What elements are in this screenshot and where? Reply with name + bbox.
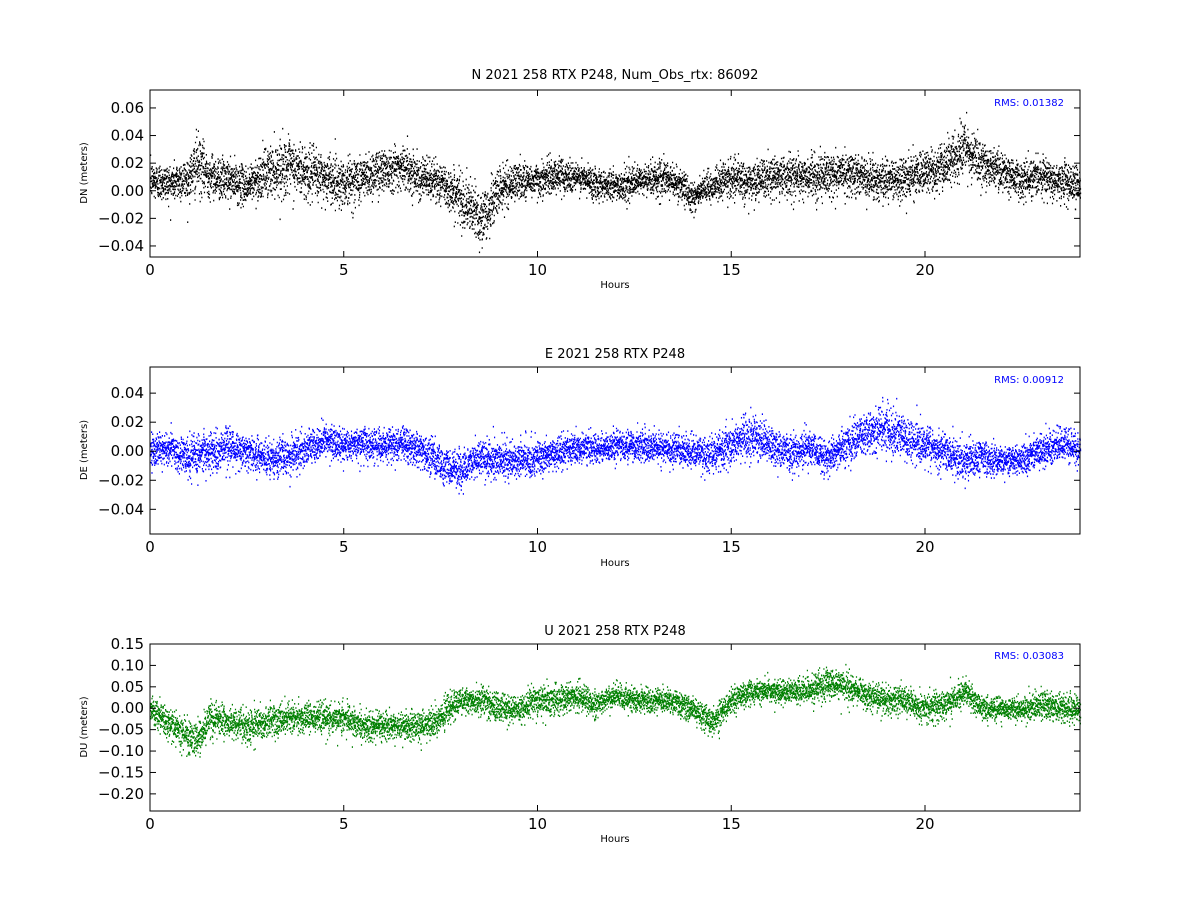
ytick-label: 0.02: [111, 154, 144, 172]
panel-n-xlabel: Hours: [600, 280, 629, 291]
ytick-label: −0.02: [98, 471, 144, 489]
ytick-label: 0.02: [111, 413, 144, 431]
panel-e-plot-frame: [149, 366, 1081, 535]
xtick-label: 5: [339, 815, 349, 833]
xtick-label: 0: [145, 261, 155, 279]
ytick-label: 0.04: [111, 127, 144, 145]
panel-u-title: U 2021 258 RTX P248: [544, 624, 686, 639]
ytick-label: −0.10: [98, 742, 144, 760]
panel-e-rms-label: RMS: 0.00912: [994, 375, 1064, 386]
panel-u-xticks: 0 5 10 15 20: [145, 644, 935, 833]
panel-n: N 2021 258 RTX P248, Num_Obs_rtx: 86092 …: [79, 68, 1082, 291]
panel-n-plot-frame: [149, 89, 1081, 258]
ytick-label: −0.20: [98, 785, 144, 803]
panel-n-scatter: [150, 111, 1082, 254]
ytick-label: −0.15: [98, 763, 144, 781]
panel-u-plot-frame: [149, 643, 1081, 812]
ytick-label: −0.02: [98, 209, 144, 227]
ytick-label: 0.06: [111, 99, 144, 117]
xtick-label: 10: [528, 261, 547, 279]
ytick-label: 0.10: [111, 656, 144, 674]
panel-u-xlabel: Hours: [600, 834, 629, 845]
xtick-label: 15: [722, 538, 741, 556]
panel-e-scatter: [150, 396, 1082, 495]
ytick-label: −0.04: [98, 500, 144, 518]
xtick-label: 5: [339, 261, 349, 279]
panel-u-scatter: [150, 663, 1082, 758]
panel-e-yticks: −0.04 −0.02 0.00 0.02 0.04: [98, 384, 1080, 518]
xtick-label: 5: [339, 538, 349, 556]
panel-u: U 2021 258 RTX P248 −0.20 −0.15 −0.10 −0.05…: [79, 624, 1082, 845]
panel-e-xlabel: Hours: [600, 558, 629, 569]
ytick-label: 0.00: [111, 182, 144, 200]
panel-n-yticks: −0.04 −0.02 0.00 0.02 0.04 0.06: [98, 99, 1080, 255]
panel-e: E 2021 258 RTX P248 −0.04 −0.02 0.00 0.02 0.…: [79, 347, 1082, 569]
xtick-label: 0: [145, 815, 155, 833]
ytick-label: −0.04: [98, 237, 144, 255]
xtick-label: 15: [722, 261, 741, 279]
panel-e-title: E 2021 258 RTX P248: [545, 347, 685, 362]
panel-u-yticks: −0.20 −0.15 −0.10 −0.05 0.00 0.05 0.10 0.15: [98, 635, 1080, 803]
ytick-label: 0.04: [111, 384, 144, 402]
xtick-label: 10: [528, 815, 547, 833]
panel-n-xticks: 0 5 10 15 20: [145, 90, 935, 279]
ytick-label: 0.15: [111, 635, 144, 653]
panel-u-rms-label: RMS: 0.03083: [994, 651, 1064, 662]
xtick-label: 0: [145, 538, 155, 556]
panel-n-ylabel: DN (meters): [79, 142, 90, 204]
panel-n-title: N 2021 258 RTX P248, Num_Obs_rtx: 86092: [472, 68, 759, 83]
xtick-label: 20: [915, 538, 934, 556]
scatter-points-n: [150, 111, 1082, 254]
ytick-label: 0.00: [111, 699, 144, 717]
panel-e-xticks: 0 5 10 15 20: [145, 367, 935, 556]
xtick-label: 20: [915, 815, 934, 833]
panel-e-ylabel: DE (meters): [79, 420, 90, 480]
panel-n-rms-label: RMS: 0.01382: [994, 98, 1064, 109]
xtick-label: 20: [915, 261, 934, 279]
panel-u-ylabel: DU (meters): [79, 696, 90, 757]
scatter-points-u: [150, 663, 1082, 758]
ytick-label: 0.00: [111, 442, 144, 460]
ytick-label: 0.05: [111, 678, 144, 696]
scatter-points-e: [150, 396, 1082, 495]
xtick-label: 15: [722, 815, 741, 833]
xtick-label: 10: [528, 538, 547, 556]
ytick-label: −0.05: [98, 721, 144, 739]
